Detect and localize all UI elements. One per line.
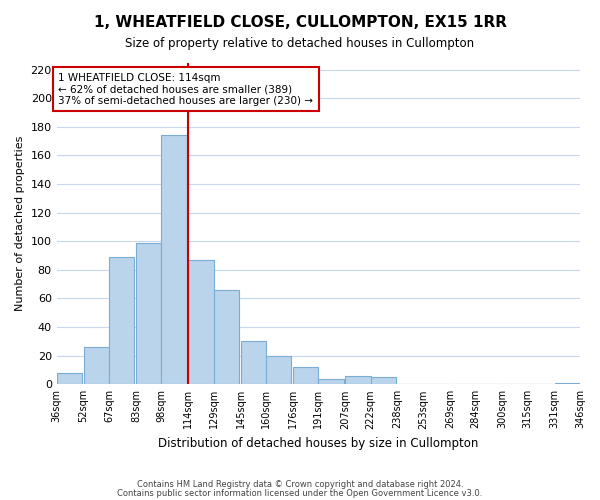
Bar (346, 376, 371, 384)
Bar (293, 367, 319, 384)
Bar (266, 356, 292, 384)
Bar (554, 383, 580, 384)
Text: Contains HM Land Registry data © Crown copyright and database right 2024.: Contains HM Land Registry data © Crown c… (137, 480, 463, 489)
Y-axis label: Number of detached properties: Number of detached properties (15, 136, 25, 311)
Bar (319, 378, 344, 384)
Bar (109, 257, 134, 384)
Bar (188, 260, 214, 384)
Text: Size of property relative to detached houses in Cullompton: Size of property relative to detached ho… (125, 38, 475, 51)
Text: 1 WHEATFIELD CLOSE: 114sqm
← 62% of detached houses are smaller (389)
37% of sem: 1 WHEATFIELD CLOSE: 114sqm ← 62% of deta… (58, 72, 313, 106)
Bar (136, 242, 161, 384)
Bar (214, 290, 239, 384)
Bar (161, 136, 187, 384)
X-axis label: Distribution of detached houses by size in Cullompton: Distribution of detached houses by size … (158, 437, 479, 450)
Bar (371, 377, 396, 384)
Bar (241, 342, 266, 384)
Text: Contains public sector information licensed under the Open Government Licence v3: Contains public sector information licen… (118, 488, 482, 498)
Bar (83, 347, 109, 385)
Bar (56, 373, 82, 384)
Text: 1, WHEATFIELD CLOSE, CULLOMPTON, EX15 1RR: 1, WHEATFIELD CLOSE, CULLOMPTON, EX15 1R… (94, 15, 506, 30)
